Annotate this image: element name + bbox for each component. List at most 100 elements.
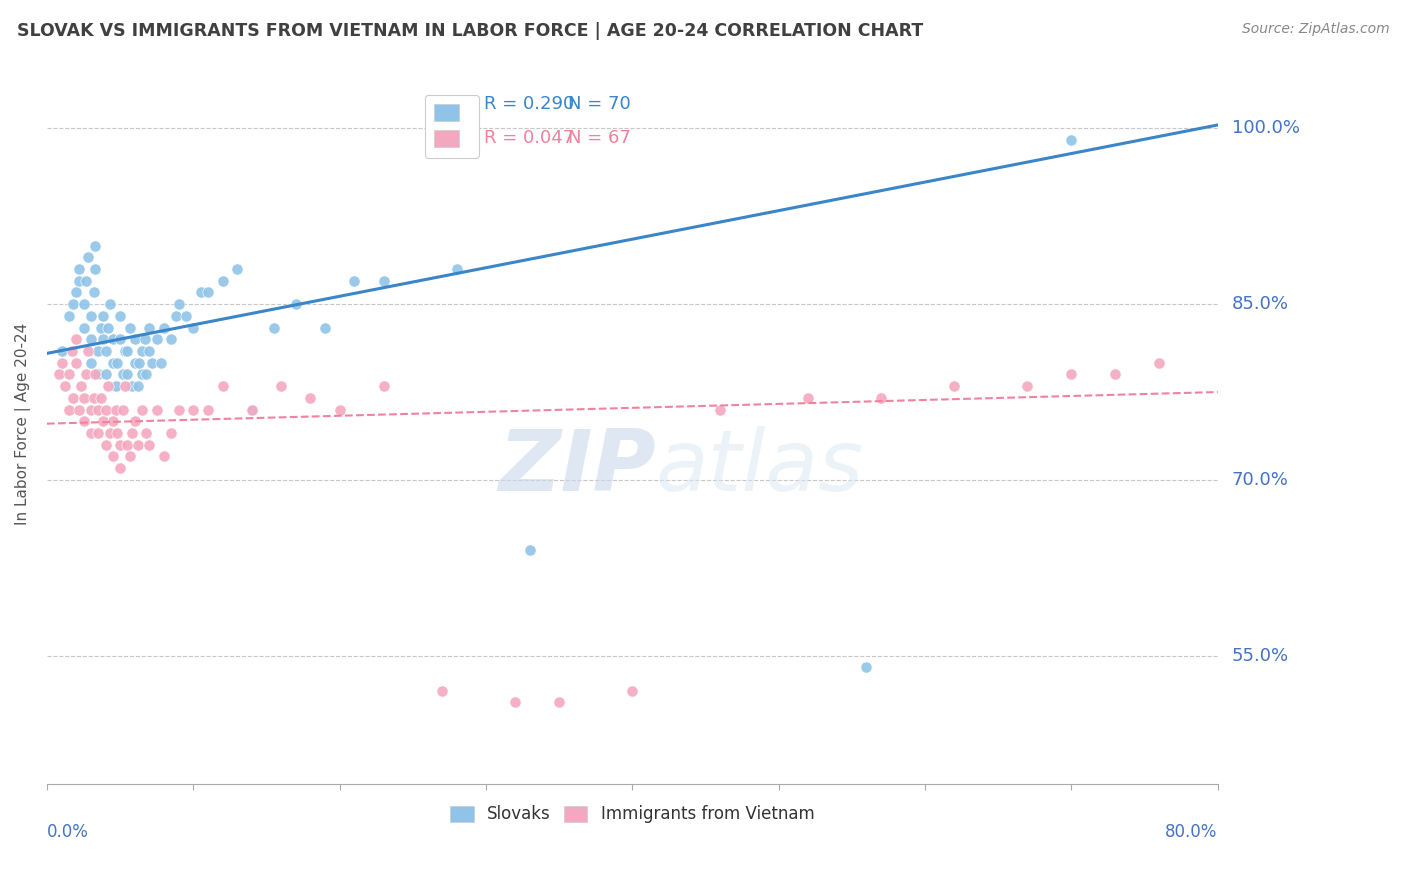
Point xyxy=(58,402,80,417)
Point xyxy=(1147,356,1170,370)
Point xyxy=(77,344,100,359)
Point xyxy=(72,391,94,405)
Point xyxy=(503,695,526,709)
Point xyxy=(121,379,143,393)
Point xyxy=(117,368,139,382)
Text: N = 70: N = 70 xyxy=(568,95,631,112)
Point xyxy=(797,391,820,405)
Point xyxy=(72,320,94,334)
Point xyxy=(117,344,139,359)
Point xyxy=(104,379,127,393)
Point xyxy=(65,356,87,370)
Point xyxy=(80,402,103,417)
Point xyxy=(94,368,117,382)
Point xyxy=(48,368,70,382)
Point xyxy=(124,356,146,370)
Point xyxy=(80,356,103,370)
Point xyxy=(83,285,105,300)
Point xyxy=(108,461,131,475)
Point xyxy=(101,356,124,370)
Point xyxy=(120,320,142,334)
Text: SLOVAK VS IMMIGRANTS FROM VIETNAM IN LABOR FORCE | AGE 20-24 CORRELATION CHART: SLOVAK VS IMMIGRANTS FROM VIETNAM IN LAB… xyxy=(17,22,924,40)
Point xyxy=(65,285,87,300)
Point xyxy=(181,402,204,417)
Point xyxy=(197,285,219,300)
Point xyxy=(80,332,103,346)
Point xyxy=(138,438,160,452)
Point xyxy=(62,391,84,405)
Point xyxy=(58,368,80,382)
Point xyxy=(87,402,110,417)
Point xyxy=(60,344,83,359)
Point xyxy=(446,262,468,277)
Point xyxy=(197,402,219,417)
Point xyxy=(943,379,966,393)
Point xyxy=(90,391,112,405)
Point xyxy=(314,320,336,334)
Text: N = 67: N = 67 xyxy=(568,129,631,147)
Point xyxy=(84,238,107,252)
Point xyxy=(112,402,135,417)
Point xyxy=(211,274,233,288)
Text: 70.0%: 70.0% xyxy=(1232,471,1288,489)
Point xyxy=(83,391,105,405)
Point xyxy=(58,309,80,323)
Point xyxy=(1060,133,1083,147)
Point xyxy=(87,344,110,359)
Point xyxy=(270,379,292,393)
Text: Source: ZipAtlas.com: Source: ZipAtlas.com xyxy=(1241,22,1389,37)
Point xyxy=(120,450,142,464)
Legend: Slovaks, Immigrants from Vietnam: Slovaks, Immigrants from Vietnam xyxy=(444,799,821,830)
Point xyxy=(373,379,395,393)
Text: ZIP: ZIP xyxy=(498,426,655,509)
Point xyxy=(138,344,160,359)
Point xyxy=(101,414,124,428)
Point xyxy=(855,660,877,674)
Point xyxy=(131,368,153,382)
Point xyxy=(141,356,163,370)
Point xyxy=(870,391,893,405)
Point xyxy=(105,425,128,440)
Point xyxy=(77,250,100,264)
Point xyxy=(134,332,156,346)
Point xyxy=(101,332,124,346)
Text: atlas: atlas xyxy=(655,426,863,509)
Point xyxy=(90,320,112,334)
Point xyxy=(67,402,90,417)
Point xyxy=(104,402,127,417)
Point xyxy=(263,320,285,334)
Point xyxy=(76,368,98,382)
Point xyxy=(284,297,307,311)
Point xyxy=(1017,379,1039,393)
Text: 55.0%: 55.0% xyxy=(1232,647,1289,665)
Point xyxy=(128,356,150,370)
Point xyxy=(67,262,90,277)
Point xyxy=(160,425,183,440)
Point xyxy=(94,402,117,417)
Point xyxy=(135,368,157,382)
Point xyxy=(709,402,731,417)
Point xyxy=(98,297,121,311)
Point xyxy=(65,332,87,346)
Point xyxy=(72,297,94,311)
Point xyxy=(101,450,124,464)
Point xyxy=(131,402,153,417)
Point xyxy=(548,695,571,709)
Point xyxy=(1060,368,1083,382)
Point xyxy=(621,683,644,698)
Point xyxy=(62,297,84,311)
Point xyxy=(105,356,128,370)
Point xyxy=(94,438,117,452)
Point xyxy=(1104,368,1126,382)
Text: R = 0.047: R = 0.047 xyxy=(484,129,574,147)
Point xyxy=(135,425,157,440)
Point xyxy=(181,320,204,334)
Point xyxy=(160,332,183,346)
Point xyxy=(145,332,167,346)
Text: 0.0%: 0.0% xyxy=(46,823,89,841)
Point xyxy=(51,356,73,370)
Point xyxy=(124,414,146,428)
Point xyxy=(127,438,149,452)
Point xyxy=(97,320,120,334)
Point xyxy=(112,368,135,382)
